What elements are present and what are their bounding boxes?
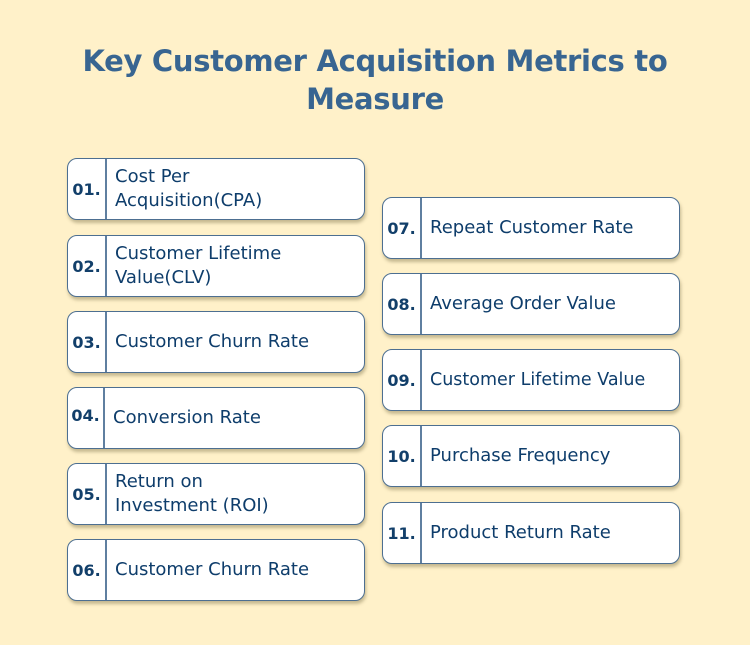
metric-label: Customer Churn Rate [115,559,310,580]
metric-number: 01. [68,159,107,219]
metric-number: 04. [68,388,105,448]
metric-number: 08. [383,274,422,334]
metric-number: 02. [68,236,107,296]
metric-card-07: 07. Repeat Customer Rate [382,197,680,259]
metric-label: Return on Investment (ROI) [115,471,269,516]
metric-label: Customer Lifetime Value(CLV) [115,243,282,288]
title-line-2: Measure [306,82,444,116]
metric-number: 09. [383,350,422,410]
metric-number: 07. [383,198,422,258]
metric-label: Customer Churn Rate [115,331,310,352]
metric-card-06: 06. Customer Churn Rate [67,539,365,601]
metric-number: 03. [68,312,107,372]
metric-card-08: 08. Average Order Value [382,273,680,335]
metric-label: Repeat Customer Rate [430,217,634,238]
metric-label: Customer Lifetime Value [430,370,646,390]
title-line-1: Key Customer Acquisition Metrics to [82,44,668,78]
metric-card-05: 05. Return on Investment (ROI) [67,463,365,525]
metric-number: 11. [383,503,422,563]
metric-card-01: 01. Cost Per Acquisition(CPA) [67,158,365,220]
metric-number: 10. [383,426,422,486]
metric-card-09: 09. Customer Lifetime Value [382,349,680,411]
metric-card-10: 10. Purchase Frequency [382,425,680,487]
metric-number: 06. [68,540,107,600]
metric-card-03: 03. Customer Churn Rate [67,311,365,373]
page-title: Key Customer Acquisition Metrics to Meas… [0,42,750,118]
metric-card-02: 02. Customer Lifetime Value(CLV) [67,235,365,297]
metric-label: Purchase Frequency [430,445,611,466]
metric-label: Average Order Value [430,293,616,314]
metric-number: 05. [68,464,107,524]
metric-card-11: 11. Product Return Rate [382,502,680,564]
metric-label: Conversion Rate [113,407,261,428]
metric-label: Product Return Rate [430,522,611,543]
metric-card-04: 04. Conversion Rate [67,387,365,449]
metric-label: Cost Per Acquisition(CPA) [115,166,263,211]
